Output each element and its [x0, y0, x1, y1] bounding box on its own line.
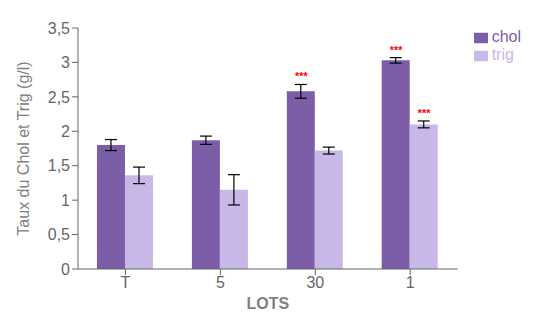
- svg-text:0: 0: [61, 261, 70, 278]
- svg-text:3: 3: [61, 54, 70, 71]
- svg-text:T: T: [121, 274, 131, 291]
- svg-text:1,5: 1,5: [48, 157, 70, 174]
- svg-text:3,5: 3,5: [48, 20, 70, 37]
- svg-text:LOTS: LOTS: [246, 295, 289, 312]
- html-text:chol: chol: [491, 28, 521, 45]
- svg-text:***: ***: [294, 70, 308, 82]
- html-text:trig: trig: [491, 46, 514, 63]
- svg-text:1: 1: [406, 274, 415, 291]
- svg-text:***: ***: [389, 44, 403, 56]
- svg-text:1: 1: [61, 192, 70, 209]
- svg-text:2: 2: [61, 123, 70, 140]
- svg-text:2,5: 2,5: [48, 89, 70, 106]
- svg-text:30: 30: [306, 274, 324, 291]
- svg-text:0,5: 0,5: [48, 226, 70, 243]
- svg-text:***: ***: [417, 107, 431, 119]
- svg-text:5: 5: [216, 274, 225, 291]
- svg-text:Taux du Chol et Trig (g/l): Taux du Chol et Trig (g/l): [15, 61, 32, 235]
